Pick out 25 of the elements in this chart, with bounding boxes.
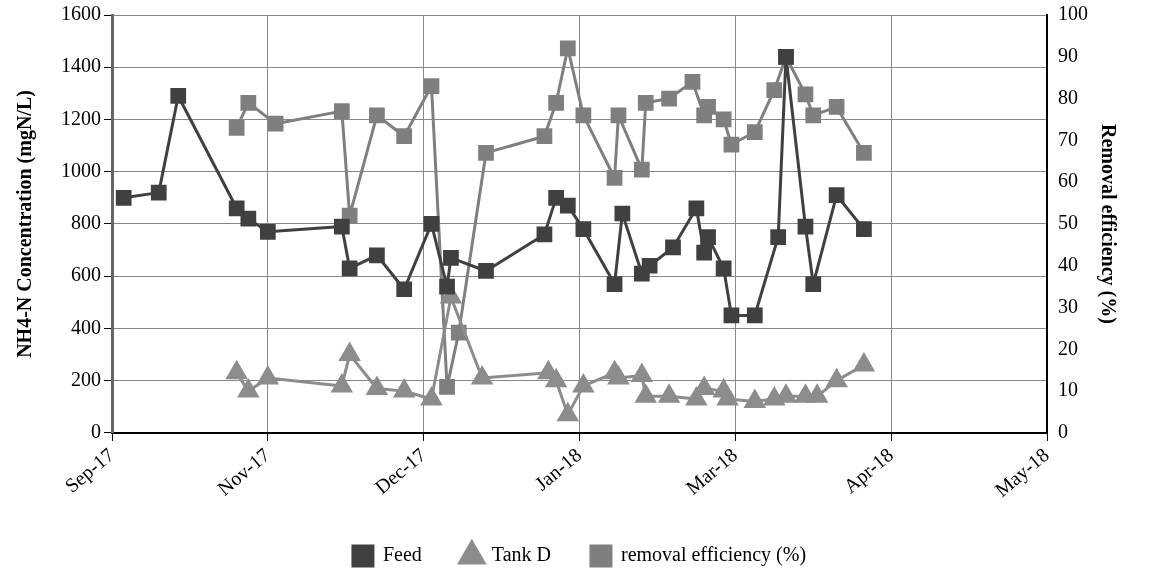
legend-label: Tank D <box>491 543 551 566</box>
y-tick-label: 1200 <box>61 106 101 129</box>
y-tick-label: 600 <box>71 263 101 286</box>
y2-tick-label: 0 <box>1058 420 1068 443</box>
y2-tick-label: 60 <box>1058 169 1078 192</box>
y2-tick-label: 100 <box>1058 2 1088 25</box>
legend-label: Feed <box>382 543 422 566</box>
legend-label: removal efficiency (%) <box>620 543 807 567</box>
y2-tick-label: 70 <box>1058 127 1078 150</box>
y-tick-label: 1600 <box>61 2 101 25</box>
y2-tick-label: 50 <box>1058 211 1078 234</box>
y-tick-label: 400 <box>71 315 101 338</box>
y-tick-label: 1000 <box>61 158 101 181</box>
y-tick-label: 800 <box>71 211 101 234</box>
y-tick-label: 0 <box>91 420 101 443</box>
y2-tick-label: 90 <box>1058 44 1078 67</box>
y-axis-title: NH4-N Concentration (mgN/L) <box>13 90 37 358</box>
y2-tick-label: 10 <box>1058 378 1078 401</box>
y2-tick-label: 40 <box>1058 253 1078 275</box>
y2-tick-label: 20 <box>1058 336 1078 359</box>
y2-tick-label: 80 <box>1058 85 1078 108</box>
y2-axis-title: Removal efficiency (%) <box>1096 124 1120 324</box>
y2-tick-label: 30 <box>1058 294 1078 317</box>
y-tick-label: 1400 <box>61 54 101 77</box>
y-tick-label: 200 <box>71 367 101 390</box>
